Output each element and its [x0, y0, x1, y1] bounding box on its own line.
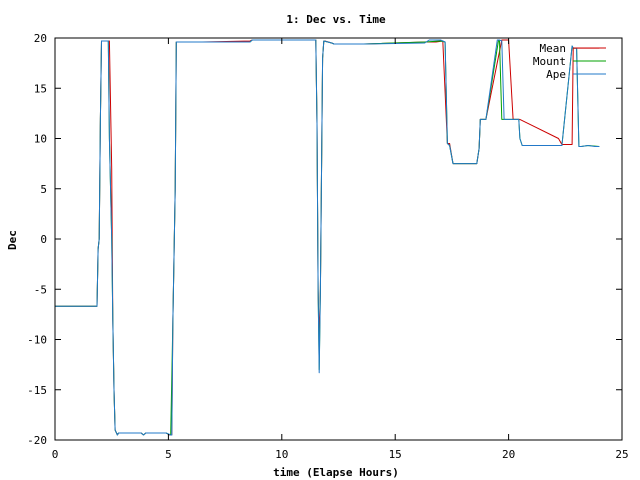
x-tick-label: 10 [275, 448, 288, 461]
x-axis: 0 5 10 15 20 25 [52, 38, 629, 461]
y-tick-label: 10 [34, 133, 47, 146]
chart-title: 1: Dec vs. Time [286, 13, 386, 26]
y-axis: -20 -15 -10 -5 0 5 10 15 20 [27, 32, 622, 447]
y-tick-label: -5 [34, 283, 47, 296]
plot-series [55, 39, 600, 436]
y-axis-label: Dec [6, 230, 19, 250]
y-tick-label: 20 [34, 32, 47, 45]
y-tick-label: 15 [34, 82, 47, 95]
y-tick-label: -20 [27, 434, 47, 447]
x-axis-label: time (Elapse Hours) [273, 466, 399, 479]
x-tick-label: 25 [615, 448, 628, 461]
y-tick-label: 5 [40, 183, 47, 196]
x-tick-label: 5 [165, 448, 172, 461]
x-tick-label: 0 [52, 448, 59, 461]
y-tick-label: 0 [40, 233, 47, 246]
legend-label-ape: Ape [546, 68, 566, 81]
y-tick-label: -15 [27, 384, 47, 397]
x-tick-label: 20 [502, 448, 515, 461]
y-tick-label: -10 [27, 334, 47, 347]
series-line-ape [55, 39, 600, 436]
legend-label-mean: Mean [540, 42, 567, 55]
x-tick-label: 15 [389, 448, 402, 461]
legend-label-mount: Mount [533, 55, 566, 68]
